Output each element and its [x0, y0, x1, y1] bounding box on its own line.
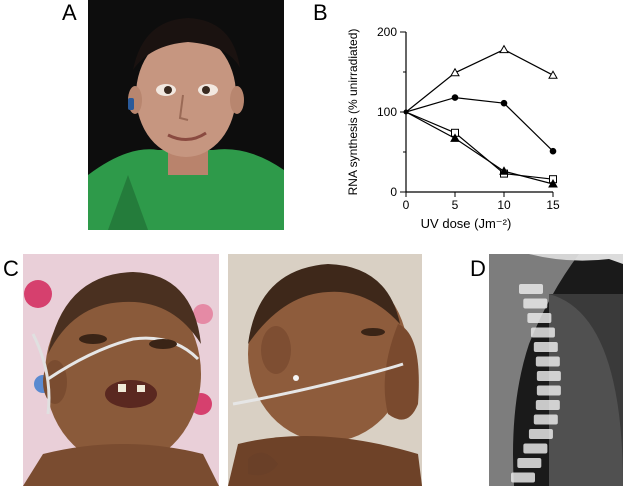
data-point [450, 67, 460, 77]
data-point [451, 94, 459, 101]
y-tick-label: 200 [377, 25, 397, 39]
series-line [405, 48, 554, 113]
y-tick-label: 0 [390, 185, 397, 199]
vertebra [535, 400, 560, 410]
vertebra [536, 385, 561, 396]
vertebra [530, 327, 555, 338]
vertebra [519, 284, 543, 294]
data-point [549, 147, 557, 155]
chart-series-markers [403, 44, 558, 188]
vertebra [533, 414, 558, 425]
data-point [499, 166, 509, 175]
series-line [405, 96, 554, 152]
data-point [450, 133, 460, 142]
data-point [548, 178, 558, 188]
panel-label-b: B [313, 0, 328, 25]
data-point [500, 99, 508, 107]
series-line [405, 111, 554, 180]
panel-label-a: A [62, 0, 77, 25]
panel-label-c: C [3, 256, 19, 281]
x-tick-label: 0 [403, 198, 410, 212]
spine-xray-d [489, 254, 623, 486]
vertebra [528, 429, 553, 439]
infant-photo-c-right [228, 254, 422, 486]
vertebra [517, 458, 542, 468]
patient-photo-a [88, 0, 284, 230]
x-axis-label: UV dose (Jm⁻²) [421, 216, 512, 231]
vertebra [527, 313, 552, 323]
series-line [405, 111, 554, 185]
x-tick-label: 5 [452, 198, 459, 212]
vertebra [523, 443, 548, 454]
x-tick-label: 15 [546, 198, 560, 212]
vertebra [536, 371, 561, 381]
data-point [548, 70, 558, 79]
x-tick-label: 10 [497, 198, 511, 212]
y-axis-label: RNA synthesis (% unirradiated) [346, 29, 360, 196]
vertebra [511, 472, 535, 483]
rna-synthesis-chart: 0 5 10 15 0 100 200 UV dose (Jm⁻²) RNA synthes… [346, 25, 560, 231]
panel-label-d: D [470, 256, 486, 281]
vertebra [523, 298, 548, 309]
chart-series-lines [405, 48, 554, 185]
data-point [499, 44, 509, 54]
vertebrae [511, 284, 561, 483]
vertebra [535, 356, 560, 367]
y-tick-label: 100 [377, 105, 397, 119]
infant-photo-c-left [23, 254, 219, 486]
vertebra [533, 342, 558, 352]
chart-axes: 0 5 10 15 0 100 200 [377, 25, 560, 212]
data-point [403, 109, 409, 115]
